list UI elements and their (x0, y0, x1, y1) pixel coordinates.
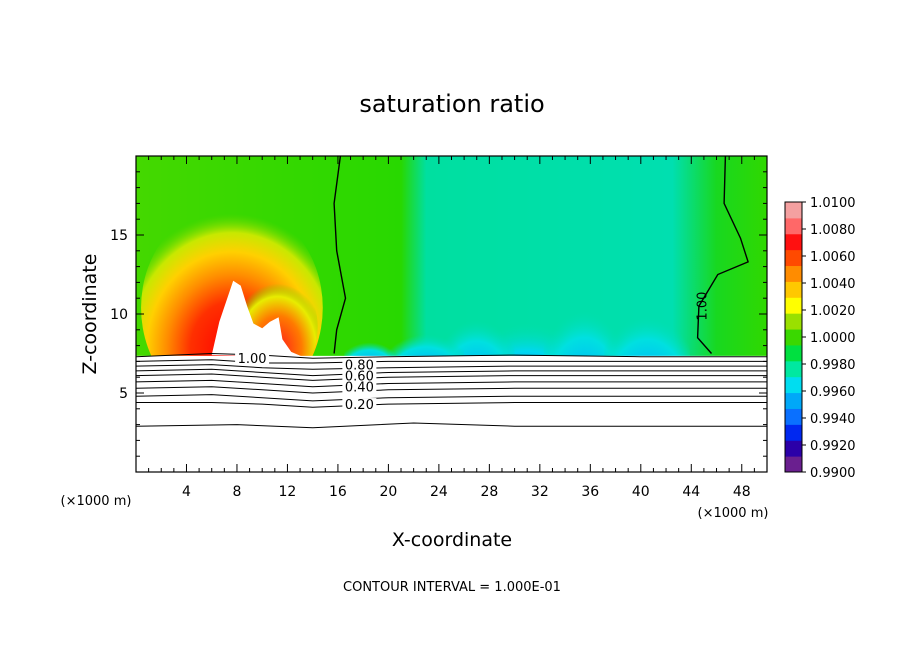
x-tick-label: 12 (279, 484, 297, 500)
contour-label-bg (342, 380, 377, 393)
y-tick-label: 15 (110, 228, 128, 244)
x-tick-label: 40 (632, 484, 650, 500)
x-tick-label: 48 (733, 484, 751, 500)
contour-label-text: 1.00 (695, 292, 710, 321)
colorbar-swatch (785, 281, 802, 298)
x-tick-label: 4 (182, 484, 191, 500)
x-tick-label: 24 (430, 484, 448, 500)
x-unit-left: (×1000 m) (61, 494, 132, 509)
x-unit-right: (×1000 m) (698, 506, 769, 521)
contour-line (136, 422, 767, 429)
y-tick-label: 10 (110, 307, 128, 323)
x-tick-label: 44 (682, 484, 700, 500)
contour-label-text: 1.00 (238, 352, 267, 367)
colorbar-label: 0.9920 (810, 439, 856, 454)
contour-label-bg (235, 352, 270, 365)
x-axis-ticks: 4 8 12 16 20 24 28 32 36 40 44 48 (148, 156, 755, 500)
contour-label-bg (342, 369, 377, 382)
contour-label: 1.00 (235, 352, 270, 367)
colorbar-label: 0.9940 (810, 412, 856, 427)
contour-labels: 1.00 0.800.600.400.201.00 (235, 292, 710, 413)
contour-label: 1.00 (695, 292, 710, 321)
x-tick-label: 8 (232, 484, 241, 500)
colorbar-label: 0.9960 (810, 385, 856, 400)
colorbar-swatch (785, 329, 802, 346)
colorbar-swatch (785, 392, 802, 409)
colorbar-swatch (785, 297, 802, 314)
colorbar-swatch (785, 344, 802, 362)
colorbar-swatch (785, 440, 802, 457)
colorbar-label: 1.0060 (810, 250, 856, 265)
x-tick-label: 20 (379, 484, 397, 500)
colorbar-label: 0.9980 (810, 358, 856, 373)
x-tick-label: 36 (581, 484, 599, 500)
contour-line (136, 352, 767, 359)
colorbar-swatch (785, 217, 802, 235)
contour-label-bg (342, 358, 377, 371)
colorbar-swatch (785, 313, 802, 330)
contour-label: 0.20 (342, 398, 377, 413)
colorbar-label: 1.0040 (810, 277, 856, 292)
contour-label-text: 0.40 (345, 381, 374, 396)
colorbar-swatch (785, 233, 802, 251)
colorbar-label: 0.9900 (810, 466, 856, 481)
y-tick-label: 5 (119, 386, 128, 402)
chart-title: saturation ratio (359, 90, 544, 118)
contour-line-unit-right (696, 156, 749, 354)
colorbar: 1.0100 1.0080 1.0060 1.0040 1.0020 1.0000 0.99… (784, 196, 856, 481)
colorbar-label: 1.0100 (810, 196, 856, 211)
colorbar-label: 1.0080 (810, 223, 856, 238)
x-tick-label: 16 (329, 484, 347, 500)
plot-area: 1.00 0.800.600.400.201.00 (136, 156, 767, 472)
colorbar-swatch (785, 360, 802, 378)
cloud-free-region (211, 280, 303, 357)
colorbar-swatch (785, 376, 802, 394)
y-axis-label: Z-coordinate (79, 254, 101, 375)
colorbar-swatch (785, 202, 802, 219)
colorbar-swatch (785, 408, 802, 425)
contour-line-unit-left (333, 156, 347, 354)
x-tick-label: 32 (531, 484, 549, 500)
contour-interval-footer: CONTOUR INTERVAL = 1.000E-01 (343, 580, 561, 595)
colorbar-swatch (785, 424, 802, 441)
x-axis-label: X-coordinate (392, 529, 512, 551)
contour-label: 0.40 (342, 380, 377, 396)
colorbar-swatch (785, 265, 802, 282)
colorbar-swatch (785, 249, 802, 267)
colorbar-label: 1.0020 (810, 304, 856, 319)
colorbar-label: 1.0000 (810, 331, 856, 346)
colorbar-swatch (785, 456, 802, 473)
contour-label-text: 0.20 (345, 398, 374, 413)
contour-label-bg (342, 398, 377, 411)
x-tick-label: 28 (480, 484, 498, 500)
subsaturated-layer (136, 355, 767, 472)
y-axis-ticks: 5 10 15 (110, 171, 767, 457)
